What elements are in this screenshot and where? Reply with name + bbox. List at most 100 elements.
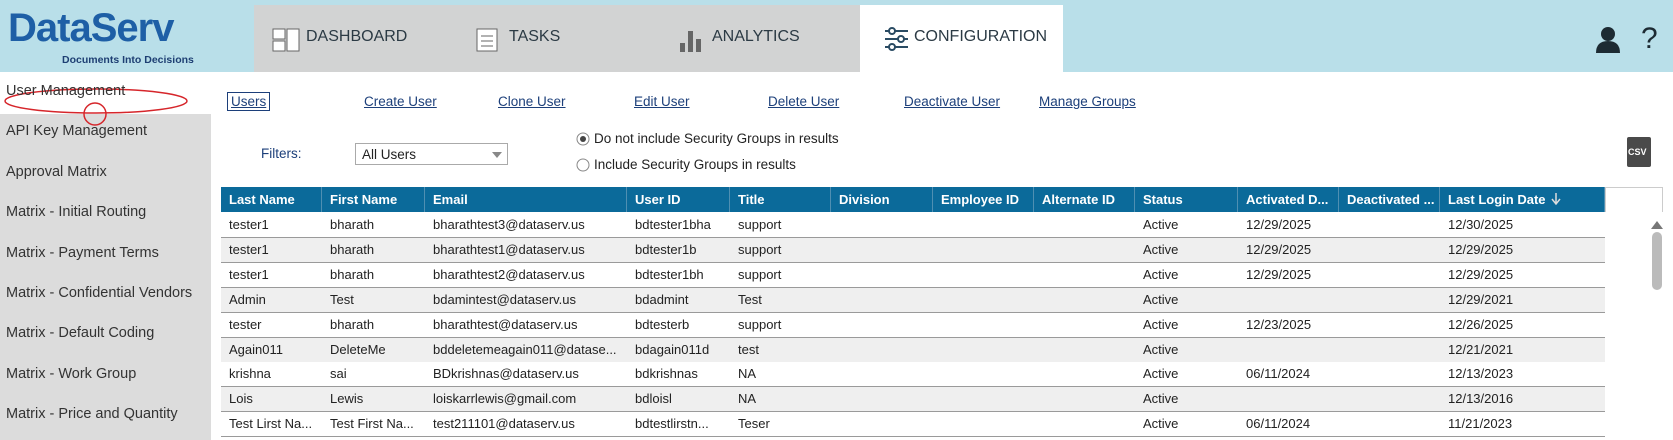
table-cell: bharath: [330, 217, 375, 232]
sidebar-item[interactable]: Matrix - Confidential Vendors: [6, 285, 193, 301]
action-link[interactable]: Deactivate User: [904, 94, 1001, 109]
action-link[interactable]: Edit User: [634, 94, 690, 109]
table-row[interactable]: [221, 262, 1605, 288]
table-row[interactable]: [221, 213, 1605, 238]
column-header[interactable]: User ID: [627, 187, 730, 212]
table-cell: 12/29/2021: [1448, 291, 1514, 307]
sidebar-item[interactable]: User Management: [6, 83, 126, 99]
table-cell: tester: [229, 316, 262, 332]
column-header[interactable]: Deactivated ...: [1339, 187, 1440, 212]
action-link[interactable]: Delete User: [768, 94, 840, 109]
action-link[interactable]: Manage Groups: [1039, 94, 1136, 109]
table-cell: 12/29/2025: [1448, 266, 1514, 282]
table-cell: support: [738, 266, 782, 282]
radios[interactable]: [576, 132, 590, 172]
table-cell: DeleteMe: [330, 341, 386, 357]
action-link[interactable]: Users: [227, 92, 271, 111]
table-cell: BDkrishnas@dataserv.us: [433, 366, 579, 382]
sidebar-item[interactable]: Matrix - Default Coding: [6, 325, 155, 342]
table-cell: bharath: [330, 316, 375, 332]
column-header[interactable]: Alternate ID: [1034, 187, 1135, 212]
configuration-icon: [885, 27, 908, 51]
scroll-up[interactable]: [1651, 216, 1663, 234]
column-header[interactable]: Division: [831, 187, 933, 212]
radio-label[interactable]: Do not include Security Groups in result…: [594, 131, 839, 146]
scrollbar-thumb[interactable]: [1652, 232, 1662, 290]
table-cell: Test First Na...: [330, 416, 414, 432]
table-cell: Admin: [229, 291, 266, 307]
tab[interactable]: DASHBOARD: [306, 28, 408, 45]
sidebar-item[interactable]: Matrix - Price and Quantity: [6, 406, 178, 423]
table-cell: sai: [330, 366, 347, 382]
table-cell: Lois: [229, 391, 253, 407]
table-cell: Test: [330, 291, 354, 307]
table-cell: support: [738, 241, 782, 257]
column-header[interactable]: Title: [730, 187, 831, 212]
table-cell: 06/11/2024: [1246, 366, 1311, 382]
sidebar-item[interactable]: Approval Matrix: [6, 163, 107, 180]
table-row[interactable]: [221, 362, 1605, 388]
table-cell: test: [738, 341, 759, 357]
help-icon[interactable]: ?: [1641, 22, 1658, 55]
table-cell: support: [738, 217, 782, 232]
table-cell: Active: [1143, 266, 1179, 282]
table-header: [221, 187, 1663, 212]
column-header[interactable]: Last Name: [221, 187, 322, 212]
tasks-icon: [476, 28, 498, 52]
csv-label: CSV: [1628, 147, 1647, 157]
dropdown[interactable]: All Users: [355, 143, 508, 165]
table-row[interactable]: [221, 287, 1605, 313]
radio-label[interactable]: Include Security Groups in results: [594, 157, 796, 172]
table-cell: krishna: [229, 366, 271, 382]
column-header[interactable]: Last Login Date: [1440, 187, 1605, 212]
table-cell: 06/11/2024: [1246, 416, 1311, 432]
table-cell: bharathtest1@dataserv.us: [433, 241, 585, 257]
table-cell: 11/21/2023: [1448, 416, 1513, 432]
table-cell: bharathtest@dataserv.us: [433, 316, 578, 332]
sidebar-item[interactable]: Matrix - Initial Routing: [6, 204, 147, 221]
action-link[interactable]: Clone User: [498, 94, 566, 109]
column-header[interactable]: Email: [425, 187, 627, 212]
csv-export[interactable]: CSV: [1627, 137, 1651, 167]
table-cell: test211101@dataserv.us: [433, 416, 575, 432]
table-cell: bharath: [330, 266, 375, 282]
column-header[interactable]: Employee ID: [933, 187, 1034, 212]
table-cell: bharath: [330, 241, 375, 257]
analytics-icon: [680, 31, 701, 52]
column-header[interactable]: Status: [1135, 187, 1238, 212]
column-header[interactable]: Activated D...: [1238, 187, 1339, 212]
table-cell: Test: [738, 291, 762, 307]
dropdown-arrow: [492, 152, 502, 158]
table-cell: 12/13/2023: [1448, 366, 1514, 382]
column-header[interactable]: First Name: [322, 187, 425, 212]
dropdown-value: All Users: [362, 147, 417, 162]
table-cell: tester1: [229, 266, 269, 282]
sidebar-item[interactable]: API Key Management: [6, 123, 148, 140]
table-row[interactable]: [221, 337, 1605, 363]
table-row[interactable]: [221, 412, 1605, 438]
table-cell: Active: [1143, 366, 1179, 382]
table-cell: bharathtest2@dataserv.us: [433, 266, 585, 282]
dashboard-icon: [272, 28, 300, 52]
tab[interactable]: ANALYTICS: [712, 28, 800, 45]
tab[interactable]: TASKS: [509, 28, 561, 45]
table-cell: Active: [1143, 341, 1179, 357]
sidebar-item[interactable]: Matrix - Work Group: [6, 365, 137, 382]
table-row[interactable]: [221, 312, 1605, 338]
sort-arrow[interactable]: [1546, 192, 1561, 207]
tab[interactable]: CONFIGURATION: [914, 28, 1048, 45]
table-cell: NA: [738, 366, 757, 382]
header-filler: [1605, 187, 1663, 212]
table-cell: 12/30/2025: [1448, 217, 1514, 232]
sidebar-item[interactable]: Matrix - Payment Terms: [6, 244, 159, 261]
table-row[interactable]: [221, 387, 1605, 413]
table-row[interactable]: [221, 237, 1605, 263]
table-cell: Lewis: [330, 391, 364, 407]
tagline: Documents Into Decisions: [62, 54, 194, 66]
logo[interactable]: DataServ: [8, 6, 174, 50]
table-cell: bdagain011d: [635, 341, 710, 357]
filters-label: Filters:: [261, 146, 302, 161]
user-icon[interactable]: [1594, 26, 1622, 54]
action-link[interactable]: Create User: [364, 94, 437, 109]
table-cell: tester1: [229, 217, 269, 232]
